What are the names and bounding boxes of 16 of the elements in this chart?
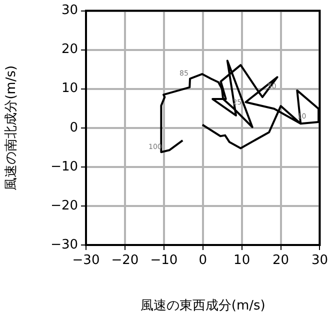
x-tick-label: 10 bbox=[234, 253, 250, 268]
y-tick-label: 20 bbox=[61, 42, 78, 58]
x-tick-label: 0 bbox=[198, 253, 208, 268]
x-tick-label: 30 bbox=[311, 253, 328, 268]
y-tick-label: −20 bbox=[50, 198, 78, 214]
y-tick-label: −10 bbox=[50, 159, 78, 174]
y-tick-label: −30 bbox=[50, 237, 78, 252]
x-tick-label: 20 bbox=[272, 253, 290, 268]
y-tick-label: 30 bbox=[61, 3, 78, 18]
x-axis-title: 風速の東西成分(m/s) bbox=[140, 298, 266, 314]
y-tick-label: 10 bbox=[61, 81, 78, 96]
x-tick-label: −20 bbox=[111, 253, 139, 268]
x-tick-label: −30 bbox=[72, 253, 100, 268]
x-tick-label: −10 bbox=[150, 253, 178, 268]
y-axis-title: 風速の南北成分(m/s) bbox=[4, 65, 20, 190]
y-tick-label: 0 bbox=[70, 120, 78, 136]
